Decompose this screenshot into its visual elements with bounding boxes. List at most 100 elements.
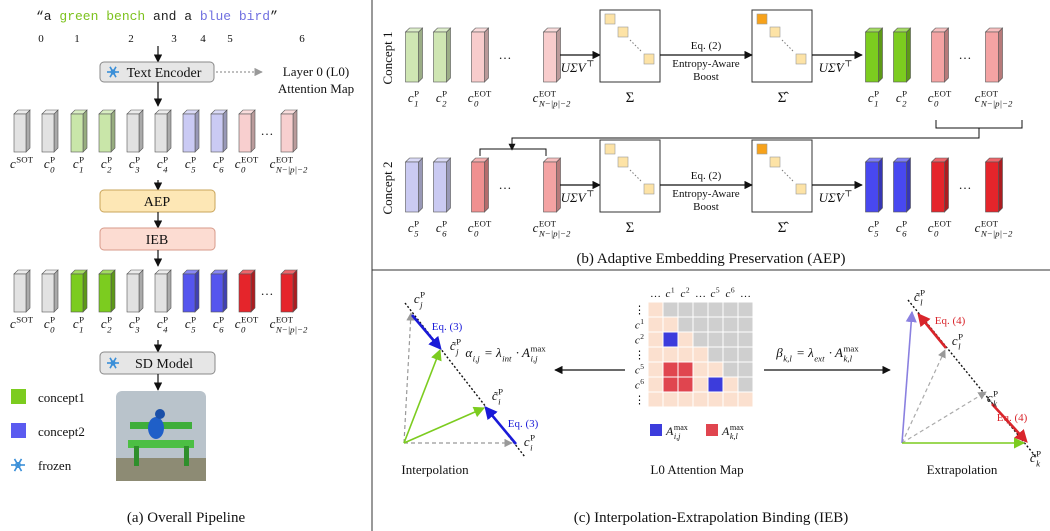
token-side bbox=[83, 270, 87, 312]
token bbox=[239, 274, 251, 312]
svd-label: UΣ̂V⊤ bbox=[819, 59, 853, 75]
formula: k,l bbox=[783, 353, 792, 363]
matrix-label: Σ bbox=[626, 90, 635, 106]
attention-cell bbox=[708, 362, 723, 377]
token-label: c bbox=[213, 316, 219, 331]
ellipsis: … bbox=[261, 123, 274, 138]
token-label: c bbox=[101, 316, 107, 331]
attention-cell bbox=[678, 392, 693, 407]
attention-cell bbox=[693, 377, 708, 392]
row-label: c bbox=[635, 365, 640, 377]
token-label: 5 bbox=[874, 228, 879, 238]
matrix-entry bbox=[770, 157, 780, 167]
token-label: cSOT bbox=[10, 155, 34, 171]
row-label: 1 bbox=[640, 317, 644, 326]
token-side bbox=[167, 270, 171, 312]
col-label: 2 bbox=[686, 285, 690, 294]
col-label: … bbox=[740, 288, 751, 300]
token-label: cEOT0 bbox=[468, 89, 492, 109]
prompt-part: green bench bbox=[59, 9, 145, 24]
token-label: cP2 bbox=[101, 155, 112, 175]
token bbox=[127, 114, 139, 152]
col-label: c bbox=[725, 288, 730, 300]
label: Interpolation bbox=[401, 462, 469, 477]
token-label: c bbox=[975, 220, 981, 235]
token bbox=[127, 274, 139, 312]
equation-ref: Eq. (3) bbox=[508, 418, 539, 430]
vector-label: P bbox=[920, 288, 925, 298]
attention-cell bbox=[723, 332, 738, 347]
attention-cell bbox=[693, 347, 708, 362]
prompt-part: blue bird bbox=[200, 9, 270, 24]
col-label: … bbox=[650, 288, 661, 300]
vector-label: c̃Pl bbox=[914, 288, 925, 308]
token-label: cEOTN−|p|−2 bbox=[533, 219, 571, 239]
ellipsis: … bbox=[261, 283, 274, 298]
attention-cell bbox=[723, 347, 738, 362]
vector-label: P bbox=[958, 332, 963, 342]
row-label: c2 bbox=[635, 332, 644, 347]
attention-cell bbox=[708, 302, 723, 317]
svd-label: ⊤ bbox=[586, 189, 594, 199]
token-label: c bbox=[270, 156, 276, 171]
token bbox=[155, 274, 167, 312]
svd-label: UΣV bbox=[561, 190, 588, 205]
caption: (a) Overall Pipeline bbox=[127, 510, 246, 526]
token-label: c bbox=[129, 156, 135, 171]
legend-label: Amaxk,l bbox=[721, 423, 744, 441]
token-label: 4 bbox=[163, 324, 168, 334]
token-label: EOT bbox=[981, 89, 999, 99]
token-label: c bbox=[73, 156, 79, 171]
ellipsis: … bbox=[261, 283, 274, 298]
token-label: 0 bbox=[50, 164, 55, 174]
token-index: 5 bbox=[227, 33, 233, 45]
label: AEP bbox=[144, 195, 171, 210]
token-label: 5 bbox=[414, 228, 419, 238]
token-label: N−|p|−2 bbox=[538, 98, 571, 108]
attention-cell bbox=[738, 377, 753, 392]
legend-label: max bbox=[730, 423, 744, 432]
token bbox=[406, 162, 419, 212]
token-side bbox=[419, 158, 423, 212]
token-label: 1 bbox=[874, 98, 878, 108]
token-label: c bbox=[44, 316, 50, 331]
figure: “a green bench and a blue bird”0123456Te… bbox=[0, 0, 1050, 531]
prompt-part: “a bbox=[36, 9, 59, 24]
attention-cell bbox=[723, 377, 738, 392]
token-label: N−|p|−2 bbox=[538, 228, 571, 238]
token-label: cEOT0 bbox=[928, 89, 952, 109]
token-side bbox=[999, 28, 1003, 82]
token-label: EOT bbox=[276, 155, 294, 165]
vector-label: P bbox=[1036, 449, 1041, 459]
attention-cell bbox=[678, 347, 693, 362]
token-label: cEOT0 bbox=[235, 315, 259, 335]
token-label: c bbox=[896, 90, 902, 105]
token-label: 0 bbox=[934, 228, 939, 238]
token-label: P bbox=[414, 89, 419, 99]
token-side bbox=[485, 28, 489, 82]
token-label: c bbox=[157, 316, 163, 331]
token bbox=[544, 32, 557, 82]
token bbox=[211, 274, 223, 312]
matrix-entry bbox=[644, 184, 654, 194]
vector-label: P bbox=[420, 290, 425, 300]
token-side bbox=[223, 110, 227, 152]
token-side bbox=[223, 270, 227, 312]
formula: int bbox=[502, 353, 512, 363]
label: IEB bbox=[146, 233, 169, 248]
token-label: c bbox=[101, 156, 107, 171]
token-label: cEOT0 bbox=[928, 219, 952, 239]
token-label: P bbox=[79, 155, 84, 165]
token-label: 6 bbox=[219, 164, 224, 174]
token bbox=[281, 114, 293, 152]
token-label: cEOT0 bbox=[235, 155, 259, 175]
vector-label: cPi bbox=[524, 433, 535, 453]
token-label: c bbox=[129, 316, 135, 331]
token-side bbox=[111, 270, 115, 312]
token-label: cP1 bbox=[408, 89, 419, 109]
token-side bbox=[447, 158, 451, 212]
token bbox=[932, 162, 945, 212]
token-label: P bbox=[135, 155, 140, 165]
token-label: P bbox=[50, 155, 55, 165]
